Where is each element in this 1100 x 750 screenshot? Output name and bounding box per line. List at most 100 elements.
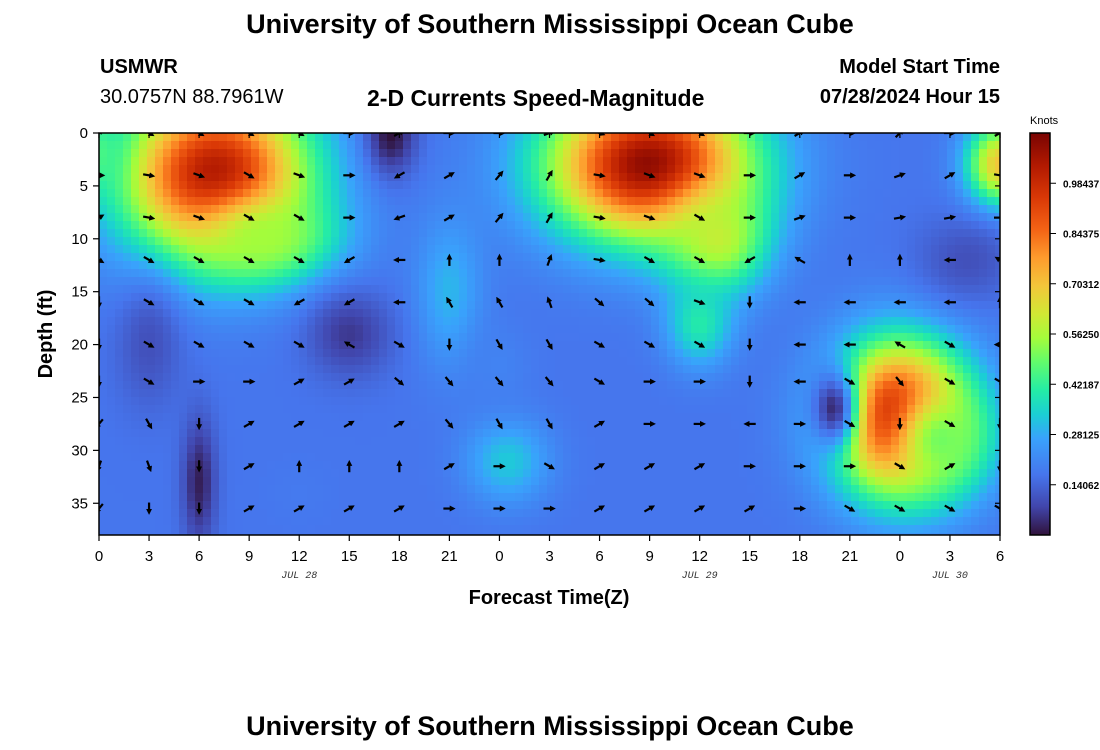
heat-cell — [747, 277, 756, 286]
heat-cell — [659, 285, 668, 294]
heat-cell — [627, 469, 636, 478]
heat-cell — [427, 405, 436, 414]
heat-cell — [387, 365, 396, 374]
heat-cell — [571, 461, 580, 470]
heat-cell — [659, 509, 668, 518]
heat-cell — [555, 485, 564, 494]
heat-cell — [659, 349, 668, 358]
heat-cell — [243, 397, 252, 406]
heat-cell — [715, 221, 724, 230]
heat-cell — [651, 469, 660, 478]
heat-cell — [531, 421, 540, 430]
heat-cell — [339, 389, 348, 398]
heat-cell — [699, 501, 708, 510]
heat-cell — [459, 165, 468, 174]
heat-cell — [875, 413, 884, 422]
heat-cell — [523, 525, 532, 534]
heat-cell — [683, 421, 692, 430]
heat-cell — [267, 293, 276, 302]
heat-cell — [611, 309, 620, 318]
heat-cell — [555, 325, 564, 334]
heat-cell — [451, 381, 460, 390]
heat-cell — [763, 405, 772, 414]
heat-cell — [747, 189, 756, 198]
heat-cell — [403, 365, 412, 374]
heat-cell — [507, 309, 516, 318]
heat-cell — [867, 493, 876, 502]
heat-cell — [339, 197, 348, 206]
heat-cell — [379, 285, 388, 294]
heat-cell — [227, 221, 236, 230]
heat-cell — [195, 221, 204, 230]
heat-cell — [211, 477, 220, 486]
heat-cell — [355, 365, 364, 374]
heat-cell — [363, 485, 372, 494]
heat-cell — [523, 477, 532, 486]
heat-cell — [155, 253, 164, 262]
heat-cell — [179, 461, 188, 470]
heat-cell — [859, 173, 868, 182]
heat-cell — [547, 245, 556, 254]
heat-cell — [243, 381, 252, 390]
heat-cell — [291, 405, 300, 414]
heat-cell — [723, 509, 732, 518]
heat-cell — [235, 317, 244, 326]
heat-cell — [235, 165, 244, 174]
heat-cell — [251, 421, 260, 430]
heat-cell — [163, 389, 172, 398]
heat-cell — [779, 405, 788, 414]
heat-cell — [739, 469, 748, 478]
heat-cell — [723, 405, 732, 414]
heat-cell — [227, 253, 236, 262]
heat-cell — [323, 357, 332, 366]
heat-cell — [179, 133, 188, 142]
heat-cell — [283, 469, 292, 478]
heat-cell — [627, 525, 636, 534]
heat-cell — [419, 469, 428, 478]
heat-cell — [435, 501, 444, 510]
heat-cell — [291, 357, 300, 366]
heat-cell — [371, 469, 380, 478]
heat-cell — [819, 149, 828, 158]
heat-cell — [691, 493, 700, 502]
heat-cell — [315, 181, 324, 190]
heat-cell — [387, 493, 396, 502]
heat-cell — [307, 453, 316, 462]
heat-cell — [635, 205, 644, 214]
heat-cell — [243, 509, 252, 518]
heat-cell — [427, 357, 436, 366]
heat-cell — [371, 517, 380, 526]
heat-cell — [675, 269, 684, 278]
heat-cell — [363, 317, 372, 326]
heat-cell — [387, 453, 396, 462]
heat-cell — [731, 229, 740, 238]
heat-cell — [283, 133, 292, 142]
heat-cell — [675, 317, 684, 326]
heat-cell — [507, 133, 516, 142]
heat-cell — [251, 509, 260, 518]
heat-cell — [467, 421, 476, 430]
heat-cell — [763, 533, 772, 535]
heat-cell — [579, 181, 588, 190]
heat-cell — [235, 325, 244, 334]
heat-cell — [699, 197, 708, 206]
heat-cell — [579, 173, 588, 182]
heat-cell — [643, 237, 652, 246]
heat-cell — [707, 229, 716, 238]
heat-cell — [435, 165, 444, 174]
heat-cell — [611, 165, 620, 174]
heat-cell — [235, 261, 244, 270]
speed-heatmap — [99, 133, 1000, 535]
heat-cell — [675, 133, 684, 142]
heat-cell — [299, 189, 308, 198]
heat-cell — [723, 453, 732, 462]
heat-cell — [531, 261, 540, 270]
heat-cell — [531, 389, 540, 398]
heat-cell — [555, 445, 564, 454]
heat-cell — [675, 181, 684, 190]
heat-cell — [451, 317, 460, 326]
heat-cell — [707, 357, 716, 366]
heat-cell — [851, 261, 860, 270]
heat-cell — [187, 293, 196, 302]
heat-cell — [275, 237, 284, 246]
